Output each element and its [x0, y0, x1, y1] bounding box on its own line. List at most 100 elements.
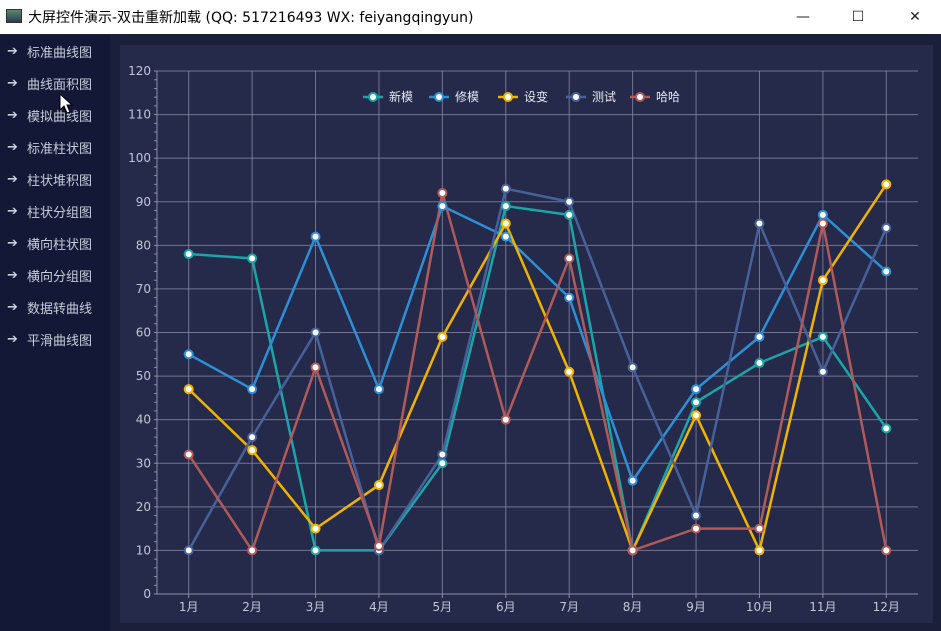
y-tick-label: 40	[136, 413, 151, 427]
y-tick-label: 30	[136, 456, 151, 470]
data-point	[437, 188, 448, 199]
sidebar-item-stacked-bar[interactable]: ➔ 柱状堆积图	[0, 163, 110, 195]
data-point	[310, 362, 321, 373]
data-point	[183, 249, 194, 260]
sidebar-item-label: 曲线面积图	[27, 77, 93, 93]
data-point	[500, 218, 511, 229]
chart-panel: 0 10 20 30 40 50 60 70 80 90 100 110 120 1月 2月 3月 4月 5月 6月…	[120, 45, 933, 623]
sidebar-item-horizontal-group[interactable]: ➔ 横向分组图	[0, 259, 110, 291]
series-line	[187, 183, 888, 552]
x-tick-label: 2月	[242, 600, 262, 614]
data-point	[564, 366, 575, 377]
legend-label: 测试	[592, 89, 616, 104]
legend-label: 修模	[455, 89, 479, 104]
series-line	[187, 191, 888, 552]
close-button[interactable]: ✕	[909, 9, 921, 25]
data-point	[627, 362, 638, 373]
data-point	[691, 397, 702, 408]
data-point	[310, 523, 321, 534]
arrow-right-icon: ➔	[7, 267, 18, 283]
data-point	[881, 545, 892, 556]
legend-label: 哈哈	[656, 90, 680, 104]
data-point	[564, 209, 575, 220]
x-tick-label: 8月	[623, 600, 643, 614]
data-point	[754, 218, 765, 229]
series-line	[188, 204, 888, 552]
sidebar-item-smooth-line[interactable]: ➔ 平滑曲线图	[0, 323, 110, 355]
series-line	[188, 204, 888, 482]
data-point	[817, 218, 828, 229]
y-tick-label: 120	[128, 64, 151, 78]
x-tick-label: 5月	[433, 600, 453, 614]
data-point	[500, 414, 511, 425]
arrow-right-icon: ➔	[7, 107, 18, 123]
data-point	[691, 510, 702, 521]
arrow-right-icon: ➔	[7, 75, 18, 91]
data-point	[817, 209, 828, 220]
legend-label: 设变	[524, 89, 548, 104]
sidebar-item-label: 横向柱状图	[27, 237, 93, 253]
data-point	[754, 358, 765, 369]
legend-swatch-marker	[503, 92, 513, 102]
y-tick-label: 80	[136, 238, 151, 252]
data-point	[754, 331, 765, 342]
data-point	[437, 201, 448, 212]
maximize-button[interactable]: ☐	[851, 9, 865, 25]
legend-swatch-marker	[635, 92, 645, 102]
data-point	[373, 541, 384, 552]
data-point	[627, 545, 638, 556]
y-tick-label: 20	[136, 500, 151, 514]
data-point	[373, 384, 384, 395]
y-tick-label: 0	[143, 587, 151, 601]
x-tick-label: 12月	[873, 600, 900, 614]
sidebar-item-standard-line[interactable]: ➔ 标准曲线图	[0, 35, 110, 67]
data-point	[437, 449, 448, 460]
data-point	[310, 231, 321, 242]
data-point	[247, 545, 258, 556]
data-point	[500, 231, 511, 242]
data-point	[564, 292, 575, 303]
y-tick-label: 110	[128, 108, 151, 122]
data-point	[881, 423, 892, 434]
data-point	[437, 458, 448, 469]
x-tick-label: 6月	[496, 600, 516, 614]
data-point	[183, 545, 194, 556]
y-tick-label: 90	[136, 195, 151, 209]
sidebar-item-label: 横向分组图	[27, 269, 93, 285]
data-point	[627, 475, 638, 486]
arrow-right-icon: ➔	[7, 331, 18, 347]
x-tick-label: 7月	[559, 600, 579, 614]
x-tick-label: 10月	[746, 600, 773, 614]
data-point	[817, 275, 828, 286]
sidebar-item-label: 标准曲线图	[27, 45, 93, 61]
data-point	[691, 523, 702, 534]
sidebar-item-grouped-bar[interactable]: ➔ 柱状分组图	[0, 195, 110, 227]
arrow-right-icon: ➔	[7, 43, 18, 59]
window-title: 大屏控件演示-双击重新加载 (QQ: 517216493 WX: feiyang…	[28, 10, 474, 26]
data-point	[183, 384, 194, 395]
sidebar-item-horizontal-bar[interactable]: ➔ 横向柱状图	[0, 227, 110, 259]
sidebar-item-standard-bar[interactable]: ➔ 标准柱状图	[0, 131, 110, 163]
data-point	[183, 349, 194, 360]
arrow-right-icon: ➔	[7, 139, 18, 155]
x-tick-label: 3月	[306, 600, 326, 614]
x-tick-label: 9月	[686, 600, 706, 614]
sidebar-item-data-to-line[interactable]: ➔ 数据转曲线	[0, 291, 110, 323]
legend-swatch-marker	[571, 92, 581, 102]
app-icon	[6, 9, 22, 23]
data-point	[247, 384, 258, 395]
data-point	[564, 196, 575, 207]
minimize-button[interactable]: —	[796, 9, 810, 25]
sidebar-item-simulated-line[interactable]: ➔ 模拟曲线图	[0, 99, 110, 131]
data-point	[310, 545, 321, 556]
line-chart: 0 10 20 30 40 50 60 70 80 90 100 110 120 1月 2月 3月 4月 5月 6月…	[128, 64, 918, 614]
y-tick-label: 50	[136, 369, 151, 383]
y-tick-label: 60	[136, 326, 151, 340]
legend-label: 新模	[389, 89, 413, 104]
sidebar-item-area-line[interactable]: ➔ 曲线面积图	[0, 67, 110, 99]
data-point	[500, 183, 511, 194]
sidebar-item-label: 柱状分组图	[27, 205, 93, 221]
data-point	[817, 331, 828, 342]
title-bar: 大屏控件演示-双击重新加载 (QQ: 517216493 WX: feiyang…	[0, 0, 941, 34]
legend-swatch-marker	[368, 92, 378, 102]
